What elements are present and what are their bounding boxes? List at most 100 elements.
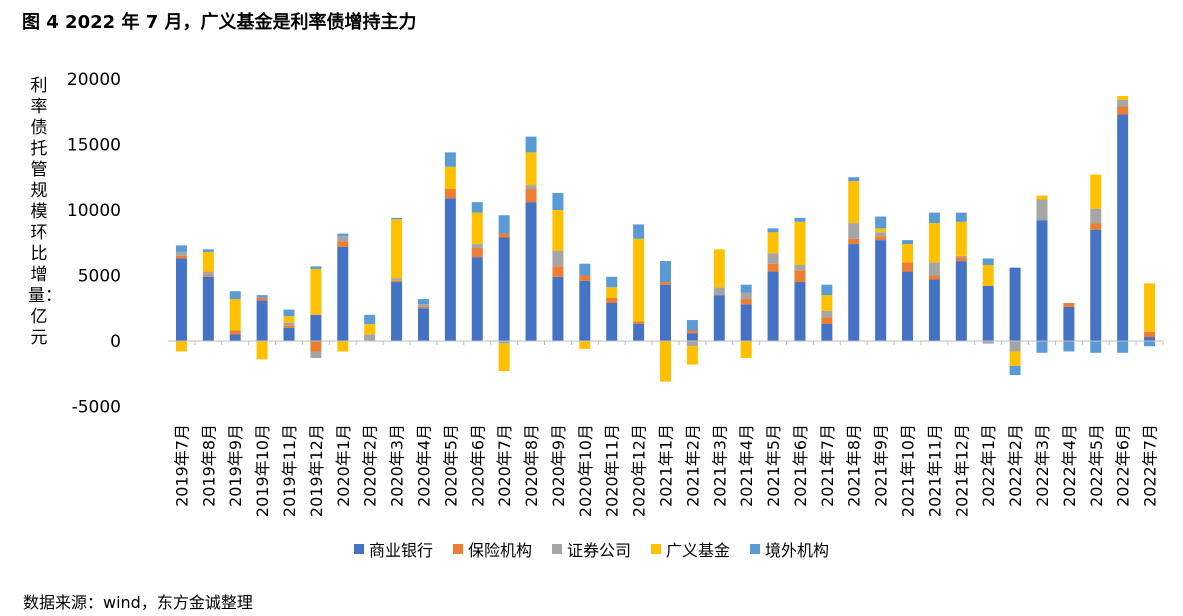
bar-segment-5-15 — [552, 192, 564, 210]
bar-segment-1-33 — [1036, 220, 1048, 341]
bar-segment-3-22 — [740, 292, 752, 300]
bar-segment-2-34 — [1063, 303, 1075, 307]
bar-segment-1-25 — [821, 323, 833, 341]
bar-segment-1-6 — [310, 314, 322, 341]
bar-segment-2-10 — [417, 306, 429, 309]
bar-segment-5-23 — [767, 228, 779, 233]
bar-segment-5-2 — [202, 249, 214, 252]
source-note: 数据来源：wind，东方金诚整理 — [23, 593, 253, 612]
bar-segment-4-25 — [821, 295, 833, 311]
bar-segment-4-24 — [794, 221, 806, 266]
bar-segment-2-20 — [686, 330, 698, 334]
legend-item: 证券公司 — [551, 537, 631, 561]
legend-swatch — [651, 544, 661, 554]
bar-segment-5-24 — [794, 217, 806, 222]
x-tick-label: 2022年3月 — [1033, 424, 1052, 507]
legend-label: 广义基金 — [666, 541, 731, 560]
bar-segment-2-30 — [955, 257, 967, 262]
x-tick-label: 2020年6月 — [468, 424, 487, 507]
y-tick-label: 20000 — [67, 70, 121, 90]
bar-segment-3-21 — [713, 287, 725, 296]
bar-segment-1-35 — [1090, 229, 1102, 341]
bar-segment-2-27 — [875, 236, 887, 241]
bar-segment-4-12 — [471, 212, 483, 245]
bar-segment-4-36 — [1117, 96, 1129, 100]
bar-segment-5-11 — [444, 152, 456, 167]
bar-segment-4-1 — [175, 341, 187, 352]
bar-segment-4-5 — [283, 316, 295, 323]
bar-segment-1-7 — [337, 246, 349, 341]
bar-segment-5-9 — [391, 217, 403, 220]
bar-segment-1-16 — [579, 280, 591, 341]
legend-label: 保险机构 — [467, 541, 532, 560]
bar-segment-1-10 — [417, 308, 429, 341]
bar-segment-5-1 — [175, 245, 187, 252]
x-tick-label: 2021年2月 — [683, 424, 702, 507]
bar-segment-5-18 — [633, 224, 645, 239]
bar-segment-2-14 — [525, 189, 537, 203]
bar-segment-4-16 — [579, 341, 591, 349]
x-tick-label: 2021年1月 — [657, 424, 676, 507]
bar-segment-3-35 — [1090, 208, 1102, 224]
bar-segment-5-5 — [283, 309, 295, 317]
bar-segment-5-33 — [1036, 341, 1048, 353]
y-tick-label: 10000 — [67, 201, 121, 221]
x-tick-label: 2022年4月 — [1060, 424, 1079, 507]
bar-segment-2-35 — [1090, 223, 1102, 230]
y-tick-label: 5000 — [78, 267, 121, 287]
bar-segment-1-31 — [982, 285, 994, 341]
bar-segment-1-15 — [552, 276, 564, 341]
bar-segment-3-29 — [928, 262, 940, 276]
y-tick-label: 15000 — [67, 136, 121, 156]
bar-segment-5-31 — [982, 258, 994, 266]
x-tick-label: 2020年3月 — [388, 424, 407, 507]
bar-segment-3-25 — [821, 310, 833, 318]
bar-segment-1-32 — [1009, 267, 1021, 341]
legend-swatch — [750, 544, 761, 554]
x-tick-label: 2021年4月 — [737, 424, 756, 507]
x-tick-label: 2021年3月 — [710, 424, 729, 507]
bar-segment-2-13 — [498, 233, 510, 238]
bar-segment-1-21 — [713, 295, 725, 341]
x-tick-label: 2020年12月 — [630, 424, 649, 517]
bar-segment-4-20 — [686, 346, 698, 365]
bars-layer — [175, 96, 1156, 382]
bar-segment-5-35 — [1090, 341, 1102, 353]
bar-segment-4-11 — [444, 166, 456, 190]
bar-segment-2-3 — [229, 330, 241, 335]
legend-item: 广义基金 — [651, 537, 730, 561]
bar-segment-2-12 — [471, 247, 483, 258]
bar-segment-1-14 — [525, 202, 537, 341]
bar-segment-2-9 — [391, 280, 403, 283]
bar-segment-1-20 — [686, 333, 698, 341]
x-tick-label: 2020年1月 — [334, 424, 353, 507]
x-tick-label: 2020年9月 — [549, 424, 568, 507]
bar-segment-3-24 — [794, 265, 806, 271]
bar-segment-3-10 — [417, 304, 429, 307]
bar-segment-3-15 — [552, 250, 564, 267]
x-tick-labels: 2019年7月 2019年8月 2019年9月 2019年10月 2019年11月 201… — [172, 424, 1159, 517]
bar-segment-5-29 — [928, 212, 940, 224]
x-tick-label: 2021年9月 — [872, 424, 891, 507]
legend-swatch — [452, 544, 463, 554]
bar-segment-3-13 — [498, 341, 510, 344]
legend-item: 商业银行 — [353, 537, 433, 561]
legend-label: 证券公司 — [566, 541, 631, 560]
x-tick-label: 2019年8月 — [199, 424, 218, 507]
bar-segment-4-27 — [875, 228, 887, 233]
x-tick-label: 2022年2月 — [1006, 424, 1025, 507]
x-tick-label: 2021年6月 — [791, 424, 810, 507]
bar-segment-4-2 — [202, 251, 214, 272]
x-tick-label: 2020年7月 — [495, 424, 514, 507]
x-tick-label: 2020年11月 — [603, 424, 622, 517]
bar-segment-4-30 — [955, 221, 967, 256]
legend-swatch — [353, 544, 364, 554]
bar-segment-3-20 — [686, 341, 698, 347]
bar-segment-5-4 — [256, 295, 268, 298]
figure-title: 图 4 2022 年 7 月，广义基金是利率债增持主力 — [22, 12, 417, 33]
bar-segment-2-5 — [283, 325, 295, 328]
bar-segment-4-32 — [1009, 351, 1021, 366]
bar-segment-4-31 — [982, 265, 994, 286]
bar-segment-5-27 — [875, 216, 887, 229]
bar-segment-3-1 — [175, 251, 187, 256]
